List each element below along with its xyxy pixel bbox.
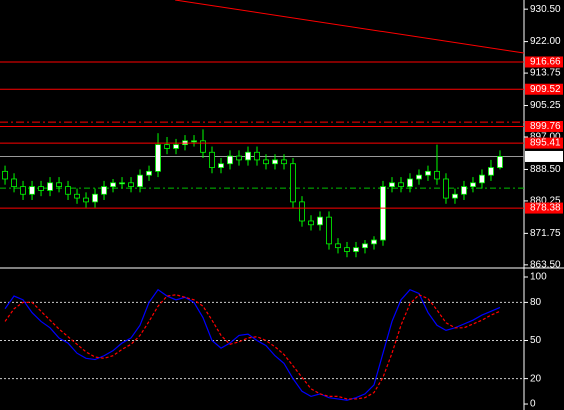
candle-body [470, 182, 476, 188]
candle-body [479, 174, 485, 184]
candle-body [299, 201, 305, 222]
candle-body [164, 144, 170, 149]
y-tick-label: 20 [530, 373, 542, 384]
candle-body [128, 182, 134, 188]
candle-body [389, 182, 395, 188]
candle-body [425, 170, 431, 176]
y-tick-label: 888.50 [530, 164, 561, 175]
candle-body [146, 170, 152, 176]
candle-body [38, 186, 44, 191]
candle-body [497, 156, 503, 168]
candle-body [245, 151, 251, 161]
candle-body [236, 155, 242, 161]
level-label-box [525, 120, 563, 132]
candle-body [74, 193, 80, 199]
candle-body [56, 182, 62, 188]
candle-body [317, 216, 323, 226]
candle-body [461, 186, 467, 195]
candle-body [227, 155, 233, 165]
stochastic-line [4, 294, 501, 400]
candle-body [11, 178, 17, 188]
y-tick-label: 0 [530, 399, 536, 410]
candle-body [290, 163, 296, 203]
candle-body [371, 239, 377, 245]
candle-body [92, 193, 98, 203]
candle-body [110, 182, 116, 188]
candle-body [101, 186, 107, 195]
candle-body [407, 178, 413, 188]
y-tick-label: 922.00 [530, 36, 561, 47]
candle-body [344, 247, 350, 252]
candle-body [218, 163, 224, 168]
candle-body [380, 186, 386, 241]
candle-body [137, 174, 143, 188]
candle-body [416, 174, 422, 180]
candle-body [353, 247, 359, 252]
candle-body [362, 243, 368, 249]
y-tick-label: 80 [530, 297, 542, 308]
y-tick-label: 50 [530, 335, 542, 346]
y-tick-label: 871.75 [530, 228, 561, 239]
y-tick-label: 100 [530, 272, 547, 283]
candle-body [308, 220, 314, 226]
candle-body [398, 182, 404, 188]
y-tick-label: 880.25 [530, 196, 561, 207]
y-tick-label: 905.25 [530, 100, 561, 111]
candle-body [254, 151, 260, 161]
current-price-label: 891.90 [530, 151, 561, 162]
stochastic-line [4, 288, 501, 401]
y-tick-label: 930.50 [530, 4, 561, 15]
level-label: 895.41 [530, 138, 561, 149]
candle-body [20, 186, 26, 195]
candle-body [452, 193, 458, 199]
candle-body [155, 144, 161, 172]
level-label-box [525, 137, 563, 149]
candle-body [173, 144, 179, 149]
candle-body [272, 159, 278, 165]
candle-body [119, 182, 125, 185]
y-tick-label: 897.00 [530, 132, 561, 143]
candle-body [200, 140, 206, 153]
level-label-box [525, 83, 563, 95]
candle-body [29, 186, 35, 195]
candle-body [83, 197, 89, 203]
candle-body [47, 182, 53, 191]
level-label: 899.76 [530, 121, 561, 132]
candle-body [443, 178, 449, 199]
level-label-box [525, 202, 563, 214]
level-label-box [525, 56, 563, 68]
candle-body [326, 216, 332, 245]
candle-body [209, 151, 215, 168]
candle-body [263, 159, 269, 165]
candle-body [335, 243, 341, 249]
level-label: 916.66 [530, 57, 561, 68]
y-tick-label: 913.75 [530, 68, 561, 79]
candle-body [65, 186, 71, 195]
level-label: 909.52 [530, 84, 561, 95]
level-label: 878.38 [530, 203, 561, 214]
current-price-box [525, 150, 563, 162]
candle-body [191, 140, 197, 143]
candle-body [2, 170, 8, 180]
candle-body [281, 159, 287, 165]
y-tick-label: 863.50 [530, 259, 561, 270]
candle-body [434, 170, 440, 180]
candle-body [488, 167, 494, 176]
trendline [175, 0, 525, 54]
